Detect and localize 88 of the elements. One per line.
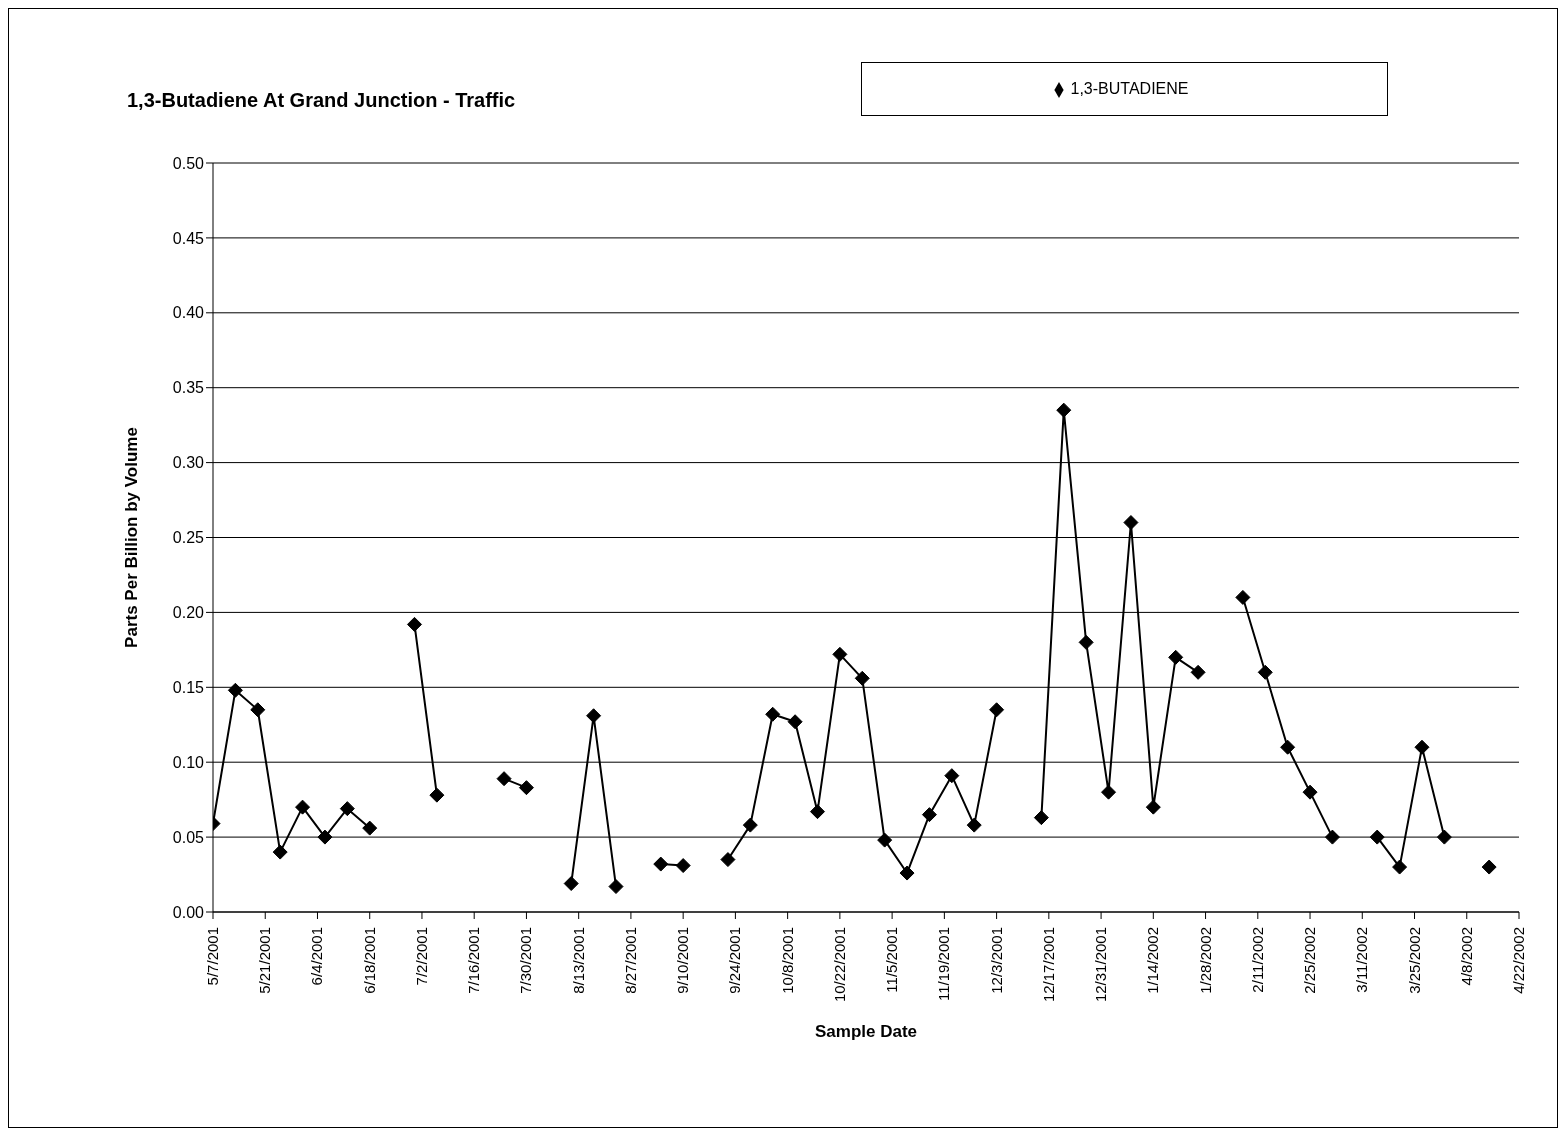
point <box>563 876 579 892</box>
point <box>1324 829 1340 845</box>
point <box>1280 739 1296 755</box>
point <box>227 682 243 698</box>
y-tick-label: 0.00 <box>172 903 205 921</box>
point <box>989 702 1005 718</box>
point <box>765 706 781 722</box>
point <box>1033 810 1049 826</box>
point <box>518 780 534 796</box>
point <box>1168 649 1184 665</box>
point <box>407 616 422 632</box>
point <box>854 670 870 686</box>
point <box>742 817 758 833</box>
point <box>1235 589 1251 605</box>
x-tick-label: 8/13/2001 <box>569 927 587 994</box>
x-tick-label: 11/5/2001 <box>883 927 901 993</box>
point <box>1481 859 1497 875</box>
x-tick-label: 2/25/2002 <box>1301 927 1319 994</box>
y-tick-label: 0.05 <box>172 828 205 846</box>
x-tick-label: 5/7/2001 <box>204 927 221 986</box>
y-tick-label: 0.40 <box>172 304 205 322</box>
point <box>1392 859 1408 875</box>
point <box>1369 829 1385 845</box>
y-tick-label: 0.25 <box>172 529 205 547</box>
point <box>429 787 445 803</box>
point <box>720 852 736 868</box>
point <box>339 801 355 817</box>
x-tick-label: 12/3/2001 <box>987 927 1005 994</box>
chart-title: 1,3-Butadiene At Grand Junction - Traffic <box>127 89 516 112</box>
x-tick-label: 1/28/2002 <box>1196 927 1214 994</box>
point <box>1056 402 1072 418</box>
x-axis-title: Sample Date <box>814 1022 918 1041</box>
x-tick-label: 11/19/2001 <box>935 927 953 1001</box>
point <box>317 829 333 845</box>
x-tick-label: 9/24/2001 <box>726 927 744 994</box>
x-tick-label: 2/11/2002 <box>1248 927 1266 993</box>
point <box>1078 634 1094 650</box>
x-tick-label: 7/30/2001 <box>517 927 535 994</box>
point <box>608 879 624 895</box>
x-tick-label: 4/8/2002 <box>1457 927 1475 986</box>
x-tick-label: 7/2/2001 <box>412 927 430 986</box>
point <box>809 804 825 820</box>
point <box>832 646 848 662</box>
point <box>921 807 937 823</box>
point <box>787 714 803 730</box>
point <box>675 858 691 874</box>
x-tick-label: 10/22/2001 <box>830 927 848 1003</box>
point <box>1414 739 1430 755</box>
point <box>295 799 311 815</box>
x-tick-label: 5/21/2001 <box>256 927 274 994</box>
point <box>362 820 378 836</box>
x-tick-label: 9/10/2001 <box>674 927 692 994</box>
x-tick-label: 3/11/2002 <box>1353 927 1371 993</box>
x-tick-label: 12/17/2001 <box>1039 927 1057 1003</box>
point <box>899 865 915 881</box>
x-tick-label: 12/31/2001 <box>1092 927 1110 1003</box>
x-tick-label: 6/18/2001 <box>360 927 378 994</box>
point <box>1257 664 1273 680</box>
y-tick-label: 0.30 <box>172 454 205 472</box>
point <box>586 708 602 724</box>
point <box>1302 784 1318 800</box>
point <box>1123 515 1139 531</box>
x-tick-label: 6/4/2001 <box>308 927 326 986</box>
y-tick-label: 0.10 <box>172 753 205 771</box>
point <box>944 768 960 784</box>
point <box>1190 664 1206 680</box>
y-axis-title: Parts Per Billion by Volume <box>122 427 142 648</box>
y-tick-label: 0.35 <box>172 379 205 397</box>
y-tick-label: 0.50 <box>172 154 205 172</box>
x-tick-label: 10/8/2001 <box>778 927 796 994</box>
point <box>1436 829 1452 845</box>
y-tick-label: 0.45 <box>172 229 205 247</box>
point <box>496 771 512 787</box>
x-tick-label: 4/22/2002 <box>1510 927 1527 994</box>
x-tick-label: 7/16/2001 <box>465 927 483 994</box>
point <box>877 832 893 848</box>
point <box>966 817 982 833</box>
point <box>272 844 288 860</box>
point <box>250 702 266 718</box>
y-tick-label: 0.20 <box>172 604 205 622</box>
y-tick-label: 0.15 <box>172 678 205 696</box>
x-tick-label: 3/25/2002 <box>1405 927 1423 994</box>
legend-label: 1,3-BUTADIENE <box>1070 80 1189 97</box>
point <box>653 856 669 872</box>
x-tick-label: 8/27/2001 <box>621 927 639 994</box>
point <box>1145 799 1161 815</box>
x-tick-label: 1/14/2002 <box>1144 927 1162 994</box>
point <box>1101 784 1117 800</box>
